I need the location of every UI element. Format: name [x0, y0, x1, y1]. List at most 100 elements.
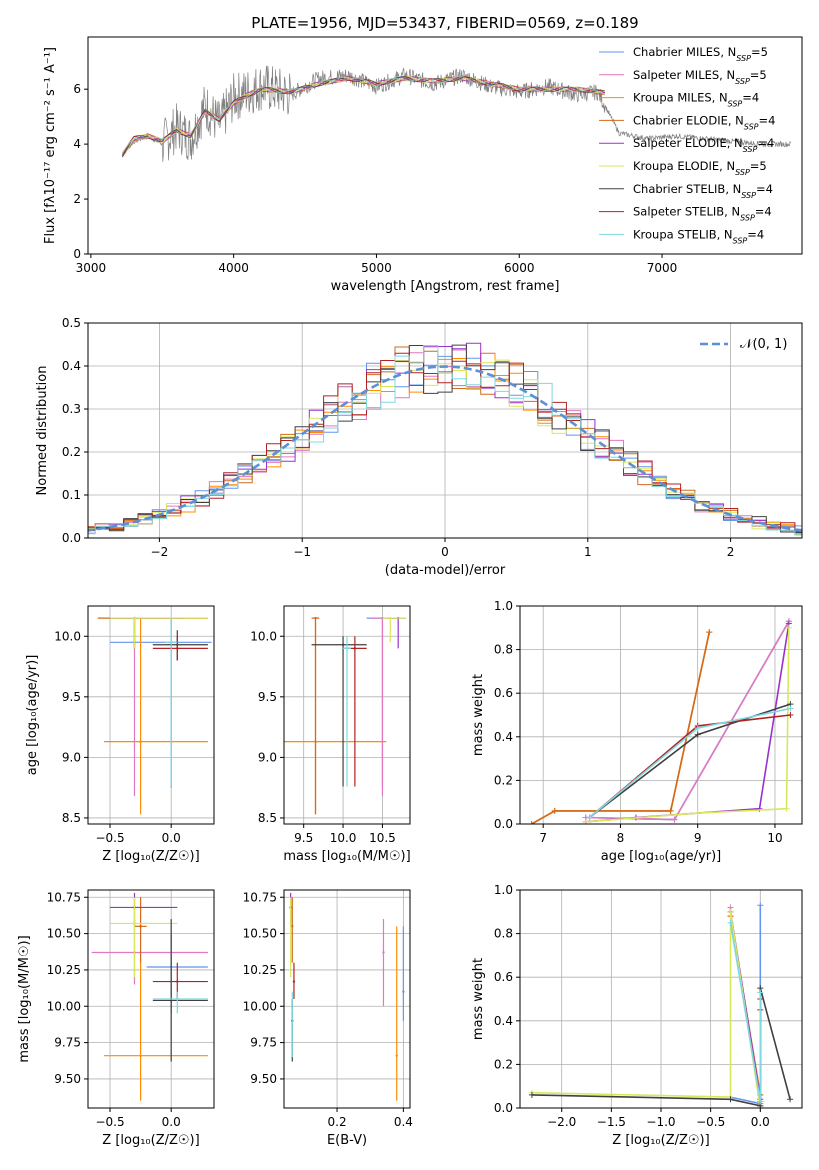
data-point: [292, 980, 296, 983]
x-axis-label: mass [log₁₀(M/M☉)]: [283, 849, 410, 864]
y-axis-label: mass [log₁₀(M/M☉)]: [17, 935, 32, 1062]
y-tick-label: 0.3: [62, 402, 81, 416]
y-tick-label: 10.50: [47, 927, 81, 941]
x-tick-label: −1: [293, 545, 311, 559]
axes-frame: [87, 889, 215, 1109]
weight-marker: [787, 712, 794, 718]
x-tick-label: −0.5: [95, 831, 124, 845]
y-axis-label: mass weight: [471, 958, 486, 1040]
y-tick-label: 0.6: [494, 970, 513, 984]
y-tick-label: 0.2: [494, 773, 513, 787]
data-point: [169, 641, 173, 644]
y-tick-label: 0: [73, 247, 81, 261]
x-tick-label: 0.4: [394, 1115, 413, 1129]
x-tick-label: −0.5: [95, 1115, 124, 1129]
data-point: [291, 1012, 294, 1015]
y-tick-label: 9.0: [62, 750, 81, 764]
y-tick-label: 9.75: [250, 1036, 277, 1050]
x-axis-label: (data-model)/error: [385, 563, 506, 578]
weight-marker: [783, 805, 790, 812]
y-tick-label: 10.75: [243, 890, 277, 904]
axes-frame: [87, 36, 803, 255]
y-tick-label: 0.0: [494, 817, 513, 831]
x-tick-label: 0: [441, 545, 449, 559]
y-tick-label: 10.25: [47, 963, 81, 977]
axes-z_mass: −0.5 0.0 9.50 9.75 10.00 10.25 10.50 10.75 Z [lo…: [17, 889, 215, 1148]
data-point: [139, 1054, 142, 1057]
weight-marker: [757, 902, 764, 909]
x-tick-label: 9: [694, 831, 702, 845]
y-tick-label: 10.00: [243, 999, 277, 1013]
x-tick-label: 5000: [361, 261, 392, 275]
plot-area-z_weight: [528, 902, 794, 1108]
weight-marker: [671, 816, 678, 823]
legend-label: Salpeter MILES, NSSP=5: [633, 68, 767, 86]
weight-line: [585, 623, 790, 823]
residual-histogram: [88, 344, 802, 533]
y-tick-label: 10.75: [47, 890, 81, 904]
data-point: [345, 647, 349, 650]
weight-marker: [667, 807, 674, 814]
y-tick-label: 9.50: [54, 1072, 81, 1086]
y-tick-label: 1.0: [494, 599, 513, 613]
x-tick-label: 0.0: [162, 831, 181, 845]
axes-z_weight: −2.0 −1.5 −1.0 −0.5 0.0 0.0 0.2 0.4 0.6 0.8 1.0 Z […: [471, 883, 803, 1148]
axes-mass_age: 9.5 10.0 10.5 8.5 9.0 9.5 10.0 mass [log₁₀(M/M☉…: [250, 605, 411, 864]
plot-area-spectrum: [121, 65, 791, 162]
weight-marker: [787, 1096, 794, 1103]
y-tick-label: 0.4: [494, 730, 513, 744]
weight-marker: [528, 1091, 535, 1098]
weight-marker: [528, 821, 535, 824]
weight-marker: [727, 919, 734, 926]
x-tick-label: −1.5: [597, 1115, 626, 1129]
axes-age_weight: 7 8 9 10 0.0 0.2 0.4 0.6 0.8 1.0 age [log₁₀(age/yr…: [471, 599, 803, 864]
weight-line: [729, 922, 762, 1102]
model-spectrum: [121, 75, 606, 154]
plot-area-z_mass: [91, 892, 208, 1101]
observed-spectrum: [121, 65, 791, 162]
y-axis-label: Flux [fλ10⁻¹⁷ erg cm⁻² s⁻¹ A⁻¹]: [43, 47, 58, 244]
x-tick-label: 7: [539, 831, 547, 845]
y-tick-label: 8.5: [258, 811, 277, 825]
plot-area-mass_age: [284, 616, 407, 815]
y-tick-label: 6: [73, 82, 81, 96]
data-point: [395, 1054, 398, 1057]
y-tick-label: 0.4: [494, 1014, 513, 1028]
weight-marker: [694, 725, 701, 732]
x-tick-label: 2: [727, 545, 735, 559]
y-axis-label: age [log₁₀(age/yr)]: [25, 655, 40, 776]
model-spectrum: [121, 75, 606, 158]
axes-z_age: −0.5 0.0 8.5 9.0 9.5 10.0 Z [log₁₀(Z/Z☉)] age […: [25, 605, 215, 864]
y-tick-label: 9.50: [250, 1072, 277, 1086]
legend-label: Chabrier ELODIE, NSSP=4: [633, 113, 775, 130]
y-tick-label: 4: [73, 137, 81, 151]
model-spectrum: [121, 75, 606, 156]
y-tick-label: 10.00: [47, 999, 81, 1013]
y-tick-label: 0.2: [62, 445, 81, 459]
y-tick-label: 9.75: [54, 1036, 81, 1050]
y-tick-label: 0.1: [62, 488, 81, 502]
y-tick-label: 0.2: [494, 1057, 513, 1071]
plot-area-ebv_mass: [289, 892, 405, 1101]
data-point: [402, 990, 405, 993]
plot-area-z_age: [97, 616, 212, 815]
plot-area-residuals: [88, 342, 802, 536]
y-tick-label: 0.8: [494, 927, 513, 941]
axes-frame: [283, 605, 411, 825]
figure-title: PLATE=1956, MJD=53437, FIBERID=0569, z=0…: [251, 14, 638, 32]
x-tick-label: −0.5: [696, 1115, 725, 1129]
legend-label: Kroupa MILES, NSSP=4: [633, 91, 759, 109]
axes-spectrum: 3000 4000 5000 6000 7000 0 2 4 6 wavelength [Angs…: [43, 36, 803, 294]
weight-marker: [706, 629, 713, 636]
weight-marker: [757, 1098, 764, 1105]
y-tick-label: 0.4: [62, 359, 81, 373]
x-axis-label: Z [log₁₀(Z/Z☉)]: [102, 849, 199, 864]
y-tick-label: 10.0: [54, 629, 81, 643]
legend: Chabrier MILES, NSSP=5 Salpeter MILES, NS…: [599, 45, 775, 245]
weight-marker: [757, 989, 764, 996]
y-axis-label: mass weight: [471, 674, 486, 756]
x-tick-label: 6000: [504, 261, 535, 275]
x-tick-label: −2: [151, 545, 169, 559]
x-tick-label: 9.5: [294, 831, 313, 845]
data-point: [139, 740, 142, 743]
